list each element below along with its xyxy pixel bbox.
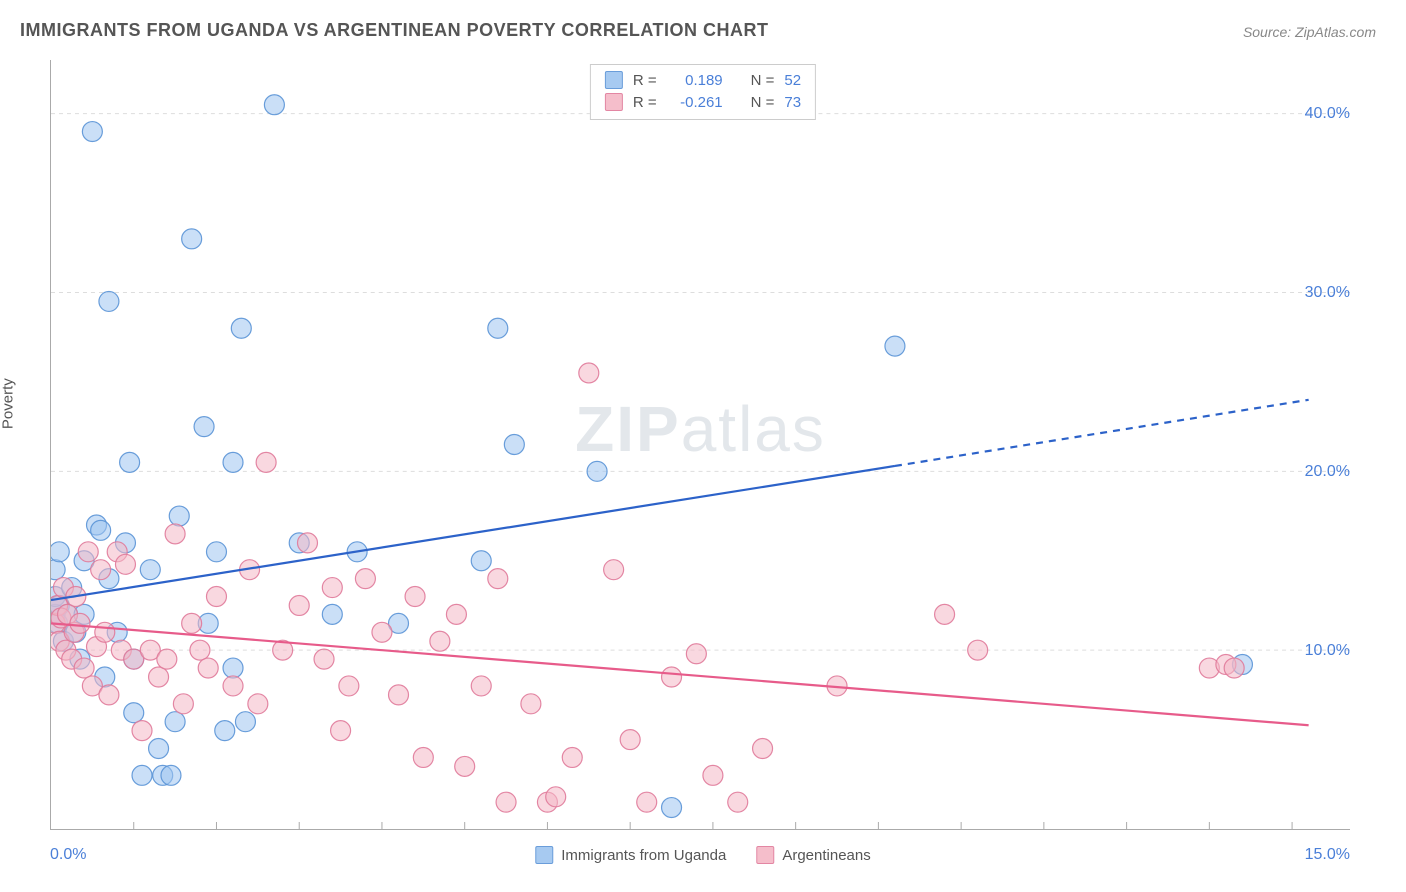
y-axis-label: Poverty (0, 378, 17, 429)
swatch-icon (535, 846, 553, 864)
chart-title: IMMIGRANTS FROM UGANDA VS ARGENTINEAN PO… (20, 20, 769, 41)
r-value: -0.261 (667, 94, 723, 111)
legend-bottom: Immigrants from Uganda Argentineans (535, 846, 870, 864)
r-label: R = (633, 94, 657, 111)
n-label: N = (751, 94, 775, 111)
swatch-icon (605, 93, 623, 111)
r-label: R = (633, 72, 657, 89)
legend-box-row: R = 0.189 N = 52 (605, 69, 801, 91)
y-tick-label: 40.0% (1305, 105, 1350, 123)
n-label: N = (751, 72, 775, 89)
y-tick-label: 20.0% (1305, 463, 1350, 481)
n-value: 73 (784, 94, 801, 111)
plot-area: ZIPatlas (50, 60, 1350, 830)
swatch-icon (605, 71, 623, 89)
source-label: Source: ZipAtlas.com (1243, 24, 1376, 40)
y-tick-label: 10.0% (1305, 642, 1350, 660)
chart-container: IMMIGRANTS FROM UGANDA VS ARGENTINEAN PO… (0, 0, 1406, 892)
y-tick-label: 30.0% (1305, 284, 1350, 302)
legend-box-row: R = -0.261 N = 73 (605, 91, 801, 113)
x-axis-max-label: 15.0% (1305, 846, 1350, 864)
legend-label: Immigrants from Uganda (561, 847, 726, 864)
plot-svg (51, 60, 1350, 829)
r-value: 0.189 (667, 72, 723, 89)
legend-item-uganda: Immigrants from Uganda (535, 846, 726, 864)
n-value: 52 (784, 72, 801, 89)
legend-box: R = 0.189 N = 52 R = -0.261 N = 73 (590, 64, 816, 120)
legend-item-argentina: Argentineans (756, 846, 870, 864)
swatch-icon (756, 846, 774, 864)
x-axis-min-label: 0.0% (50, 846, 86, 864)
legend-label: Argentineans (782, 847, 870, 864)
